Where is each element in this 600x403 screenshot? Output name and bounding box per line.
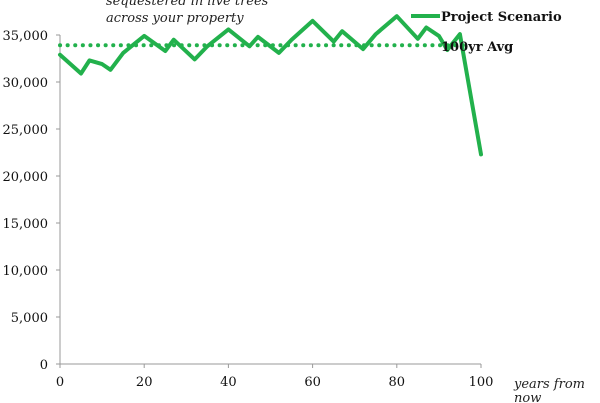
y-tick-label: 10,000 <box>3 264 49 279</box>
x-tick-label: 0 <box>56 375 64 390</box>
y-tick-label: 35,000 <box>3 29 49 44</box>
y-tick-label: 5,000 <box>11 311 48 326</box>
x-tick-label: 100 <box>469 375 494 390</box>
axes: 0 5,000 10,000 15,000 20,000 25,000 30,000 35,0… <box>3 29 494 390</box>
y-tick-label: 0 <box>40 358 48 373</box>
x-tick-label: 80 <box>389 375 406 390</box>
y-tick-label: 15,000 <box>3 217 49 232</box>
y-tick-label: 20,000 <box>3 170 49 185</box>
legend: Project Scenario 100yr Avg <box>411 10 562 55</box>
y-tick-label: 30,000 <box>3 76 49 91</box>
x-axis-label-line-1: years from <box>513 377 585 392</box>
y-tick-label: 25,000 <box>3 123 49 138</box>
series-project-scenario-line <box>58 14 483 157</box>
legend-label-project-scenario: Project Scenario <box>441 10 562 25</box>
x-tick-label: 40 <box>220 375 237 390</box>
x-tick-label: 60 <box>304 375 321 390</box>
legend-label-100yr-avg: 100yr Avg <box>441 40 513 55</box>
series-layer <box>58 14 483 157</box>
chart-annotation-line-2: across your property <box>106 11 244 26</box>
x-tick-label: 20 <box>136 375 153 390</box>
x-axis-label-line-2: now <box>514 391 541 403</box>
chart-annotation-line-1: sequestered in live trees <box>106 0 269 9</box>
